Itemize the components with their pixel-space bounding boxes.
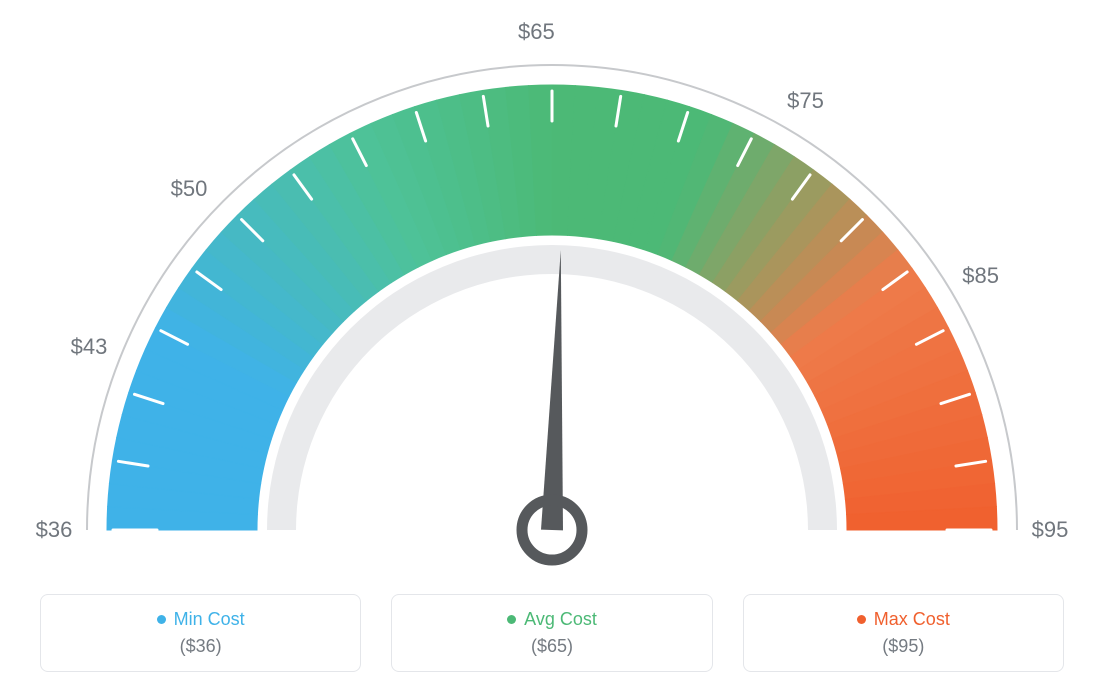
legend-label-max: Max Cost xyxy=(874,609,950,630)
legend-dot-min xyxy=(157,615,166,624)
legend-label-avg: Avg Cost xyxy=(524,609,597,630)
legend-title-min: Min Cost xyxy=(157,609,245,630)
legend-label-min: Min Cost xyxy=(174,609,245,630)
gauge-tick-label: $65 xyxy=(518,19,555,45)
legend-value-avg: ($65) xyxy=(531,636,573,657)
legend-row: Min Cost ($36) Avg Cost ($65) Max Cost (… xyxy=(0,580,1104,690)
legend-title-max: Max Cost xyxy=(857,609,950,630)
gauge-tick-label: $95 xyxy=(1032,517,1069,543)
cost-gauge-chart: $36 $43 $50 $65 $75 $85 $95 Min Cost ($36) Avg… xyxy=(0,0,1104,690)
legend-title-avg: Avg Cost xyxy=(507,609,597,630)
legend-value-max: ($95) xyxy=(882,636,924,657)
gauge-tick-label: $50 xyxy=(171,176,208,202)
legend-card-avg: Avg Cost ($65) xyxy=(391,594,712,672)
gauge-tick-label: $75 xyxy=(787,88,824,114)
legend-dot-avg xyxy=(507,615,516,624)
gauge-tick-label: $36 xyxy=(36,517,73,543)
legend-value-min: ($36) xyxy=(180,636,222,657)
gauge-area: $36 $43 $50 $65 $75 $85 $95 xyxy=(0,0,1104,570)
legend-card-min: Min Cost ($36) xyxy=(40,594,361,672)
gauge-svg xyxy=(0,0,1104,570)
gauge-tick-label: $43 xyxy=(71,334,108,360)
legend-dot-max xyxy=(857,615,866,624)
legend-card-max: Max Cost ($95) xyxy=(743,594,1064,672)
gauge-tick-label: $85 xyxy=(962,263,999,289)
